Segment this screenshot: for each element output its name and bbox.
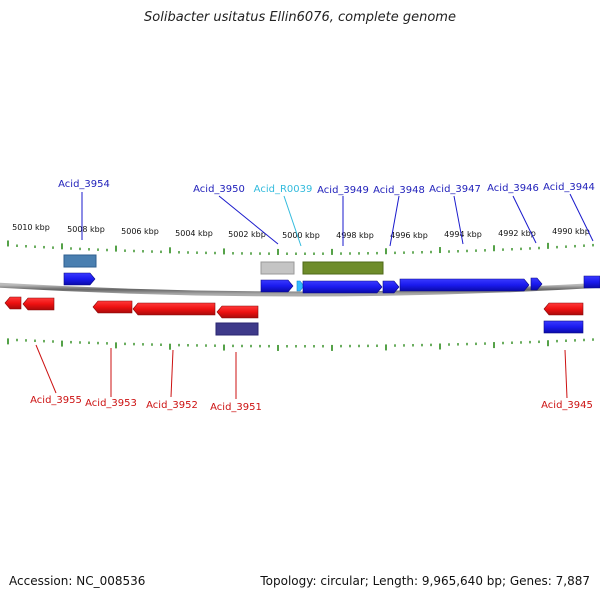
scale-label: 4996 kbp (390, 231, 428, 240)
gene-arrow-acid-3948[interactable] (382, 280, 400, 294)
scale-ticks-top (7, 240, 594, 255)
scale-label: 5010 kbp (12, 223, 50, 232)
purple-feature (215, 322, 259, 336)
gene-arrow-acid-3944[interactable] (583, 275, 600, 289)
gene-arrow-acid-3955a[interactable] (4, 296, 22, 310)
gene-arrow-acid-3955[interactable] (22, 297, 55, 311)
gene-arrow-acid-3944b[interactable] (543, 320, 584, 334)
gene-arrow-acid-r0039[interactable] (296, 280, 305, 292)
gene-label-forward[interactable]: Acid_3950 (193, 184, 245, 195)
gene-label-reverse[interactable]: Acid_3955 (30, 395, 82, 406)
gene-label-forward[interactable]: Acid_3944 (543, 182, 595, 193)
gene-arrow-acid-3951[interactable] (216, 305, 259, 319)
scale-label: 4998 kbp (336, 231, 374, 240)
scale-ticks-bottom (7, 338, 594, 351)
gene-arrow-acid-3949[interactable] (302, 280, 383, 294)
topology-text: Topology: circular; Length: 9,965,640 bp… (260, 574, 590, 588)
gene-label-reverse[interactable]: Acid_3951 (210, 402, 262, 413)
grey-feature (260, 261, 295, 275)
gene-arrow-acid-3954[interactable] (63, 272, 96, 286)
gene-arrow-acid-3946[interactable] (530, 277, 543, 291)
scale-label: 5006 kbp (121, 227, 159, 236)
gene-arrow-acid-3945[interactable] (543, 302, 584, 316)
gene-arrow-acid-3953[interactable] (92, 300, 133, 314)
gene-label-reverse[interactable]: Acid_3945 (541, 400, 593, 411)
callout-acid-3952 (170, 349, 174, 398)
steelblue-feature (63, 254, 97, 268)
gene-arrow-acid-3947[interactable] (399, 278, 530, 292)
callout-acid-3947 (453, 195, 464, 245)
gene-label-forward[interactable]: Acid_3948 (373, 185, 425, 196)
callout-acid-r0039 (283, 195, 302, 247)
callout-acid-3955 (35, 344, 57, 394)
scale-label: 4990 kbp (552, 227, 590, 236)
callout-acid-3946 (512, 195, 537, 244)
scale-label: 5002 kbp (228, 230, 266, 239)
callout-acid-3948 (389, 195, 400, 247)
gene-label-forward[interactable]: Acid_3949 (317, 185, 369, 196)
callout-acid-3944 (569, 193, 594, 242)
callout-acid-3950 (218, 195, 279, 245)
accession-text: Accession: NC_008536 (9, 574, 146, 588)
scale-label: 5004 kbp (175, 229, 213, 238)
gene-arrow-acid-3950[interactable] (260, 279, 294, 293)
scale-label: 4994 kbp (444, 230, 482, 239)
gene-arrow-acid-3952[interactable] (132, 302, 216, 316)
olive-feature (302, 261, 384, 275)
scale-label: 5000 kbp (282, 231, 320, 240)
gene-label-forward[interactable]: Acid_R0039 (254, 184, 313, 195)
gene-label-forward[interactable]: Acid_3946 (487, 183, 539, 194)
gene-label-reverse[interactable]: Acid_3953 (85, 398, 137, 409)
gene-label-forward[interactable]: Acid_3954 (58, 179, 110, 190)
scale-label: 4992 kbp (498, 229, 536, 238)
page-title: Solibacter usitatus Ellin6076, complete … (144, 10, 456, 25)
scale-label: 5008 kbp (67, 225, 105, 234)
callout-acid-3945 (564, 349, 568, 399)
gene-label-forward[interactable]: Acid_3947 (429, 184, 481, 195)
gene-label-reverse[interactable]: Acid_3952 (146, 400, 198, 411)
